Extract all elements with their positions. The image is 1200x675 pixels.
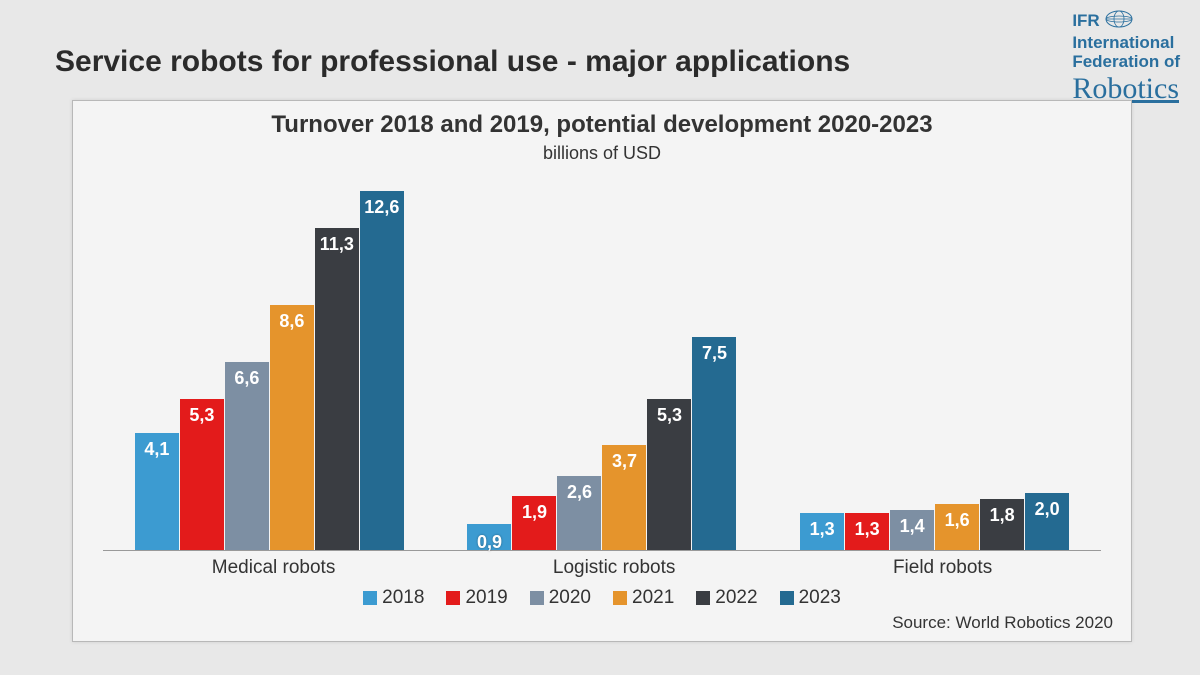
bar: 1,4	[890, 510, 934, 550]
legend: 2018 2019 2020 2021 2022 2023	[73, 587, 1131, 609]
legend-swatch	[446, 591, 460, 605]
page-title: Service robots for professional use - ma…	[55, 45, 850, 79]
bar-label: 8,6	[279, 305, 304, 332]
legend-item: 2021	[613, 587, 674, 609]
bar-label: 2,0	[1035, 493, 1060, 520]
bar-label: 0,9	[467, 526, 511, 553]
legend-item: 2022	[696, 587, 757, 609]
chart-subtitle: billions of USD	[73, 143, 1131, 164]
legend-item: 2020	[530, 587, 591, 609]
bar: 2,6	[557, 476, 601, 550]
bar-group: 0,9 1,9 2,6 3,7 5,3 7,5	[467, 337, 736, 550]
bar-group: 1,3 1,3 1,4 1,6 1,8 2,0	[800, 493, 1069, 550]
legend-swatch	[530, 591, 544, 605]
bar-label: 4,1	[144, 433, 169, 460]
bar: 2,0	[1025, 493, 1069, 550]
bar: 1,6	[935, 504, 979, 550]
bar: 11,3	[315, 228, 359, 550]
logo-line1: IFR	[1072, 11, 1099, 30]
bar-group: 4,1 5,3 6,6 8,6 11,3 12,6	[135, 191, 404, 550]
bar: 5,3	[180, 399, 224, 550]
legend-label: 2023	[799, 587, 841, 609]
legend-swatch	[363, 591, 377, 605]
bar-label: 7,5	[702, 337, 727, 364]
legend-swatch	[780, 591, 794, 605]
legend-label: 2022	[715, 587, 757, 609]
bar-label: 12,6	[364, 191, 399, 218]
bar: 1,8	[980, 499, 1024, 550]
bar: 12,6	[360, 191, 404, 550]
globe-icon	[1104, 10, 1134, 33]
legend-swatch	[613, 591, 627, 605]
legend-label: 2019	[465, 587, 507, 609]
bar-label: 5,3	[189, 399, 214, 426]
bar-label: 6,6	[234, 362, 259, 389]
legend-item: 2023	[780, 587, 841, 609]
legend-item: 2018	[363, 587, 424, 609]
category-label: Medical robots	[212, 557, 336, 579]
bar-label: 5,3	[657, 399, 682, 426]
bar: 0,9	[467, 524, 511, 550]
bar-label: 2,6	[567, 476, 592, 503]
bar-label: 1,3	[855, 513, 880, 540]
source-text: Source: World Robotics 2020	[892, 613, 1113, 633]
legend-label: 2018	[382, 587, 424, 609]
bar: 1,3	[800, 513, 844, 550]
legend-label: 2020	[549, 587, 591, 609]
bar-label: 11,3	[320, 228, 354, 255]
bar-label: 1,3	[810, 513, 835, 540]
bar: 5,3	[647, 399, 691, 550]
bar: 3,7	[602, 445, 646, 550]
bar-label: 1,6	[945, 504, 970, 531]
chart-title: Turnover 2018 and 2019, potential develo…	[73, 111, 1131, 139]
ifr-logo: IFR International Federation of Robotics	[1072, 10, 1180, 106]
bar: 8,6	[270, 305, 314, 550]
bar: 1,3	[845, 513, 889, 550]
plot-area: 4,1 5,3 6,6 8,6 11,3 12,6 0,9 1,9 2,6 3,7 5,3 7,5 1,…	[103, 181, 1101, 551]
bar: 4,1	[135, 433, 179, 550]
category-label: Field robots	[893, 557, 992, 579]
legend-item: 2019	[446, 587, 507, 609]
bar: 6,6	[225, 362, 269, 550]
bar-label: 3,7	[612, 445, 637, 472]
bar-label: 1,4	[900, 510, 925, 537]
bar: 7,5	[692, 337, 736, 550]
logo-line2: International	[1072, 33, 1174, 52]
bar: 1,9	[512, 496, 556, 550]
category-label: Logistic robots	[553, 557, 676, 579]
category-labels: Medical robots Logistic robots Field robot…	[103, 557, 1101, 579]
page: IFR International Federation of Robotics…	[0, 0, 1200, 675]
legend-label: 2021	[632, 587, 674, 609]
bar-label: 1,9	[522, 496, 547, 523]
chart-container: Turnover 2018 and 2019, potential develo…	[72, 100, 1132, 642]
bar-label: 1,8	[990, 499, 1015, 526]
logo-line3: Federation of	[1072, 52, 1180, 71]
legend-swatch	[696, 591, 710, 605]
